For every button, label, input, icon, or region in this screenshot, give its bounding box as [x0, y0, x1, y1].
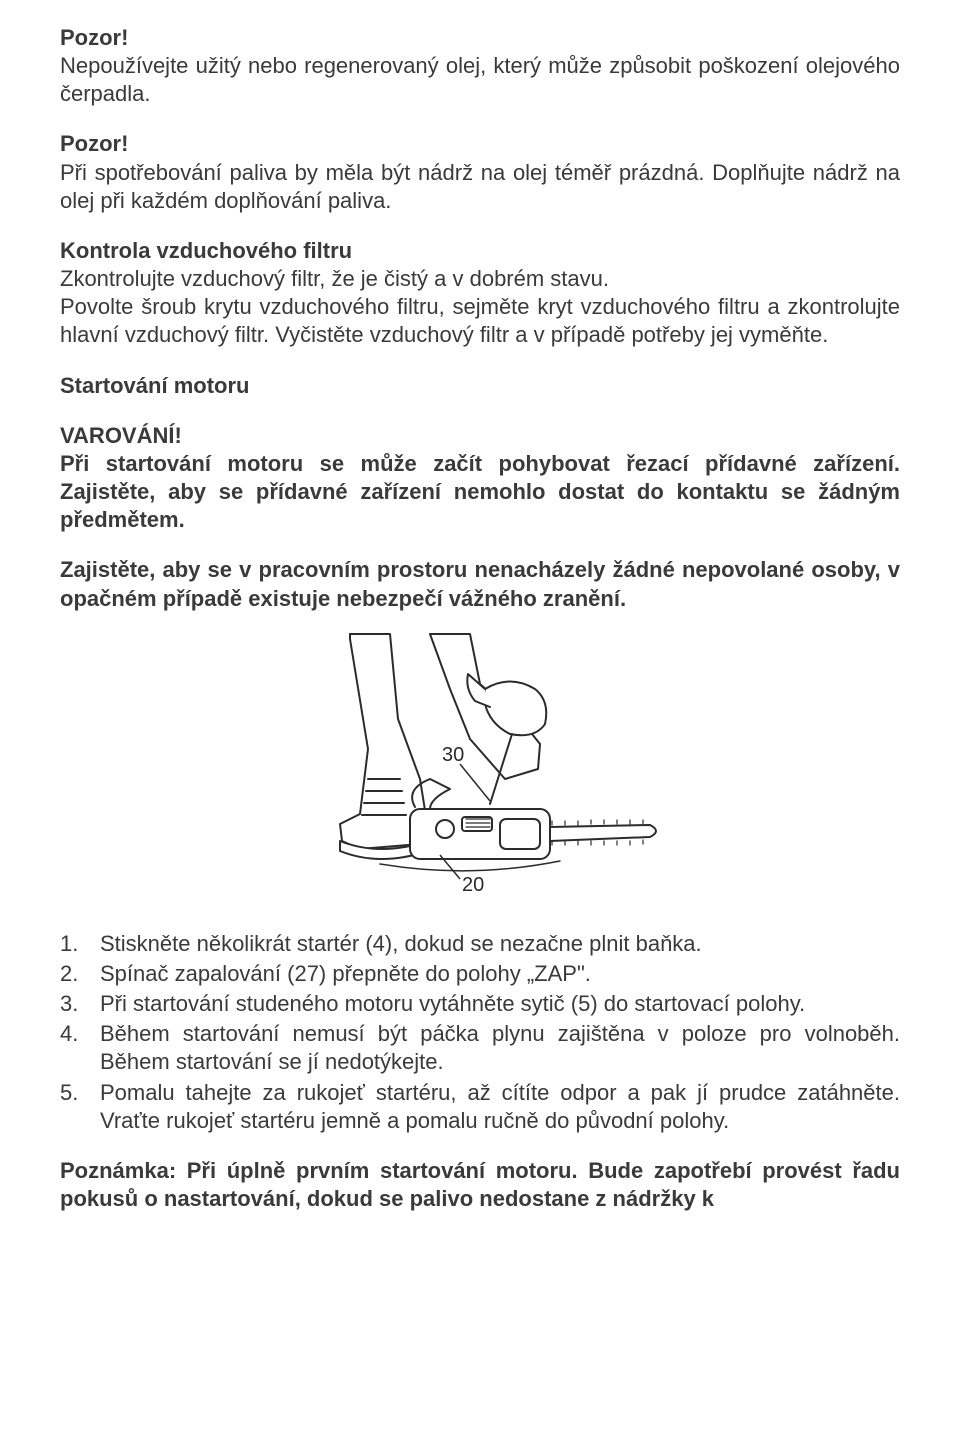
starting-figure: 30 20 [60, 629, 900, 906]
steps-list: 1. Stiskněte několikrát startér (4), dok… [60, 930, 900, 1135]
document-page: Pozor! Nepoužívejte užitý nebo regenerov… [0, 0, 960, 1432]
list-item: 1. Stiskněte několikrát startér (4), dok… [60, 930, 900, 958]
warning-1-body: Nepoužívejte užitý nebo regenerovaný ole… [60, 52, 900, 108]
step-number: 3. [60, 990, 100, 1018]
step-number: 4. [60, 1020, 100, 1076]
note-paragraph: Poznámka: Při úplně prvním startování mo… [60, 1157, 900, 1213]
step-number: 5. [60, 1079, 100, 1135]
start-title: Startování motoru [60, 372, 900, 400]
warn-big-title: VAROVÁNÍ! [60, 422, 900, 450]
step-number: 2. [60, 960, 100, 988]
warning-2-title: Pozor! [60, 130, 900, 158]
step-text: Spínač zapalování (27) přepněte do poloh… [100, 960, 900, 988]
list-item: 2. Spínač zapalování (27) přepněte do po… [60, 960, 900, 988]
warning-2-body: Při spotřebování paliva by měla být nádr… [60, 159, 900, 215]
step-text: Při startování studeného motoru vytáhnět… [100, 990, 900, 1018]
airfilter-title: Kontrola vzduchového filtru [60, 237, 900, 265]
step-text: Pomalu tahejte za rukojeť startéru, až c… [100, 1079, 900, 1135]
warn-big-p1: Při startování motoru se může začít pohy… [60, 450, 900, 534]
figure-label-30: 30 [442, 744, 464, 766]
warn-big-p2: Zajistěte, aby se v pracovním prostoru n… [60, 556, 900, 612]
step-number: 1. [60, 930, 100, 958]
step-text: Během startování nemusí být páčka plynu … [100, 1020, 900, 1076]
list-item: 4. Během startování nemusí být páčka ply… [60, 1020, 900, 1076]
list-item: 3. Při startování studeného motoru vytáh… [60, 990, 900, 1018]
chainsaw-start-illustration: 30 20 [290, 629, 670, 899]
warning-1-title: Pozor! [60, 24, 900, 52]
list-item: 5. Pomalu tahejte za rukojeť startéru, a… [60, 1079, 900, 1135]
warning-block: VAROVÁNÍ! Při startování motoru se může … [60, 422, 900, 613]
step-text: Stiskněte několikrát startér (4), dokud … [100, 930, 900, 958]
figure-label-20: 20 [462, 874, 484, 896]
airfilter-body: Zkontrolujte vzduchový filtr, že je čist… [60, 265, 900, 349]
